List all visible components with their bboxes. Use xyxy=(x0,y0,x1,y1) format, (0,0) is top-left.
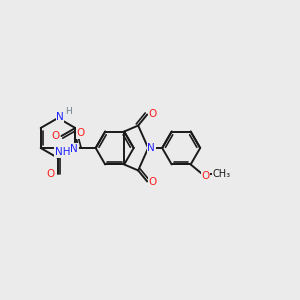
Text: H: H xyxy=(62,151,69,160)
Text: O: O xyxy=(148,178,156,188)
Text: O: O xyxy=(76,128,85,138)
Text: N: N xyxy=(70,144,78,154)
Text: CH₃: CH₃ xyxy=(213,169,231,179)
Text: H: H xyxy=(64,106,71,116)
Text: O: O xyxy=(47,169,55,179)
Text: O: O xyxy=(148,109,156,118)
Text: N: N xyxy=(147,143,155,153)
Text: N: N xyxy=(56,112,64,122)
Text: O: O xyxy=(51,131,60,141)
Text: NH: NH xyxy=(55,147,70,157)
Text: O: O xyxy=(202,172,210,182)
